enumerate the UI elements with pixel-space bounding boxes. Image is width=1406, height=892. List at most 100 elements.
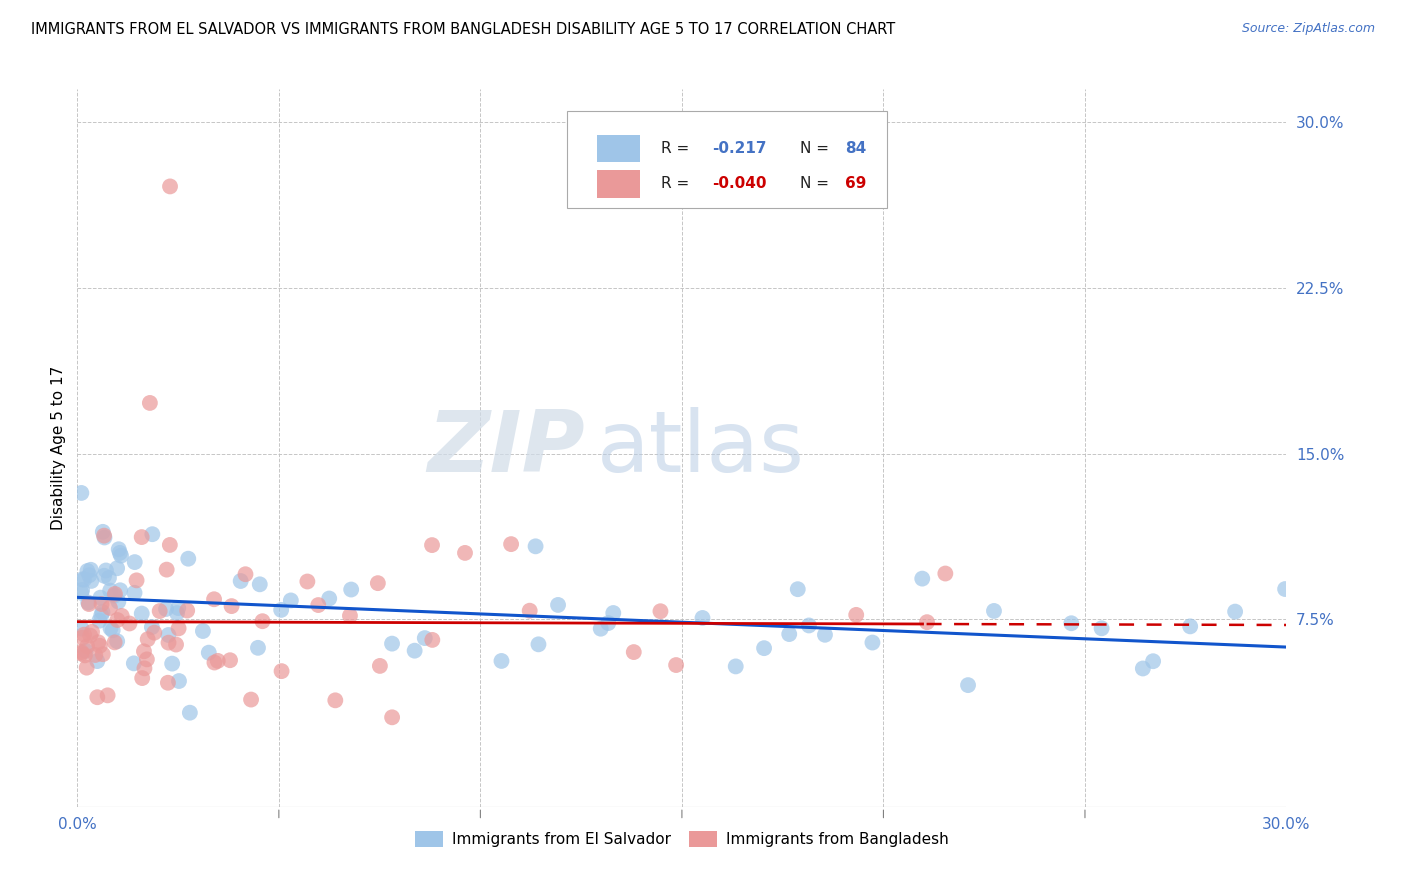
Point [135, 652, 157, 666]
Point [93, 529, 115, 543]
Point [527, 637, 550, 651]
Point [934, 566, 956, 581]
Point [94, 564, 117, 578]
Point [77, 597, 100, 611]
Point [91, 647, 114, 661]
Point [80, 563, 103, 577]
Point [156, 563, 179, 577]
FancyBboxPatch shape [598, 170, 640, 198]
Point [589, 622, 612, 636]
Point [131, 530, 153, 544]
Point [207, 654, 229, 668]
Point [124, 586, 146, 600]
Text: -0.040: -0.040 [713, 177, 766, 192]
Point [97, 689, 120, 703]
Point [70, 582, 93, 597]
Point [132, 644, 155, 658]
Point [141, 620, 163, 634]
Point [167, 601, 190, 615]
Point [73, 627, 96, 641]
Text: -0.217: -0.217 [713, 141, 766, 156]
Point [1060, 616, 1083, 631]
Point [1223, 605, 1246, 619]
Point [307, 598, 329, 612]
Text: atlas: atlas [598, 407, 806, 490]
Point [249, 577, 271, 591]
Point [93, 531, 115, 545]
Point [107, 542, 129, 557]
Point [786, 582, 808, 597]
Point [125, 574, 148, 588]
Point [524, 539, 547, 553]
Point [97, 571, 120, 585]
Point [270, 603, 292, 617]
Point [159, 179, 181, 194]
Point [778, 627, 800, 641]
Point [1091, 621, 1114, 635]
Point [86, 654, 108, 668]
Point [108, 546, 131, 560]
Point [139, 396, 162, 410]
Point [93, 568, 115, 582]
Text: 84: 84 [845, 141, 866, 156]
Point [131, 607, 153, 621]
Point [165, 638, 187, 652]
Point [454, 546, 477, 560]
Point [204, 656, 226, 670]
Point [110, 549, 132, 563]
Point [1142, 654, 1164, 668]
Point [198, 646, 221, 660]
Point [103, 589, 125, 603]
Point [143, 625, 166, 640]
Point [84, 648, 107, 662]
Point [141, 527, 163, 541]
Point [70, 647, 93, 661]
Point [157, 628, 180, 642]
Point [166, 606, 188, 620]
Point [76, 639, 98, 653]
Point [77, 596, 100, 610]
Point [87, 635, 110, 649]
Point [179, 706, 201, 720]
Text: N =: N = [800, 177, 834, 192]
Point [598, 616, 620, 631]
Point [70, 645, 93, 659]
Point [404, 643, 426, 657]
Y-axis label: Disability Age 5 to 17: Disability Age 5 to 17 [51, 366, 66, 531]
Point [70, 622, 93, 636]
Text: IMMIGRANTS FROM EL SALVADOR VS IMMIGRANTS FROM BANGLADESH DISABILITY AGE 5 TO 17: IMMIGRANTS FROM EL SALVADOR VS IMMIGRANT… [31, 22, 896, 37]
Text: Source: ZipAtlas.com: Source: ZipAtlas.com [1241, 22, 1375, 36]
Text: ZIP: ZIP [427, 407, 585, 490]
Point [665, 658, 688, 673]
Point [240, 692, 263, 706]
Point [519, 604, 541, 618]
Point [1180, 619, 1202, 633]
Point [219, 653, 242, 667]
Point [1132, 661, 1154, 675]
Point [134, 661, 156, 675]
Point [862, 635, 884, 649]
Point [108, 583, 131, 598]
Point [915, 615, 938, 629]
Point [602, 606, 624, 620]
Point [105, 613, 128, 627]
Point [98, 583, 121, 598]
Text: R =: R = [661, 177, 695, 192]
Point [159, 538, 181, 552]
Point [339, 608, 361, 623]
Point [122, 657, 145, 671]
Point [413, 631, 436, 645]
Point [73, 648, 96, 663]
Text: 69: 69 [845, 177, 866, 192]
Point [957, 678, 980, 692]
Point [105, 561, 128, 575]
Point [420, 632, 443, 647]
Point [98, 601, 121, 615]
Point [501, 537, 523, 551]
Point [101, 624, 124, 638]
Point [80, 624, 103, 639]
Point [160, 657, 183, 671]
Point [111, 608, 134, 623]
Point [157, 635, 180, 649]
FancyBboxPatch shape [598, 135, 640, 162]
